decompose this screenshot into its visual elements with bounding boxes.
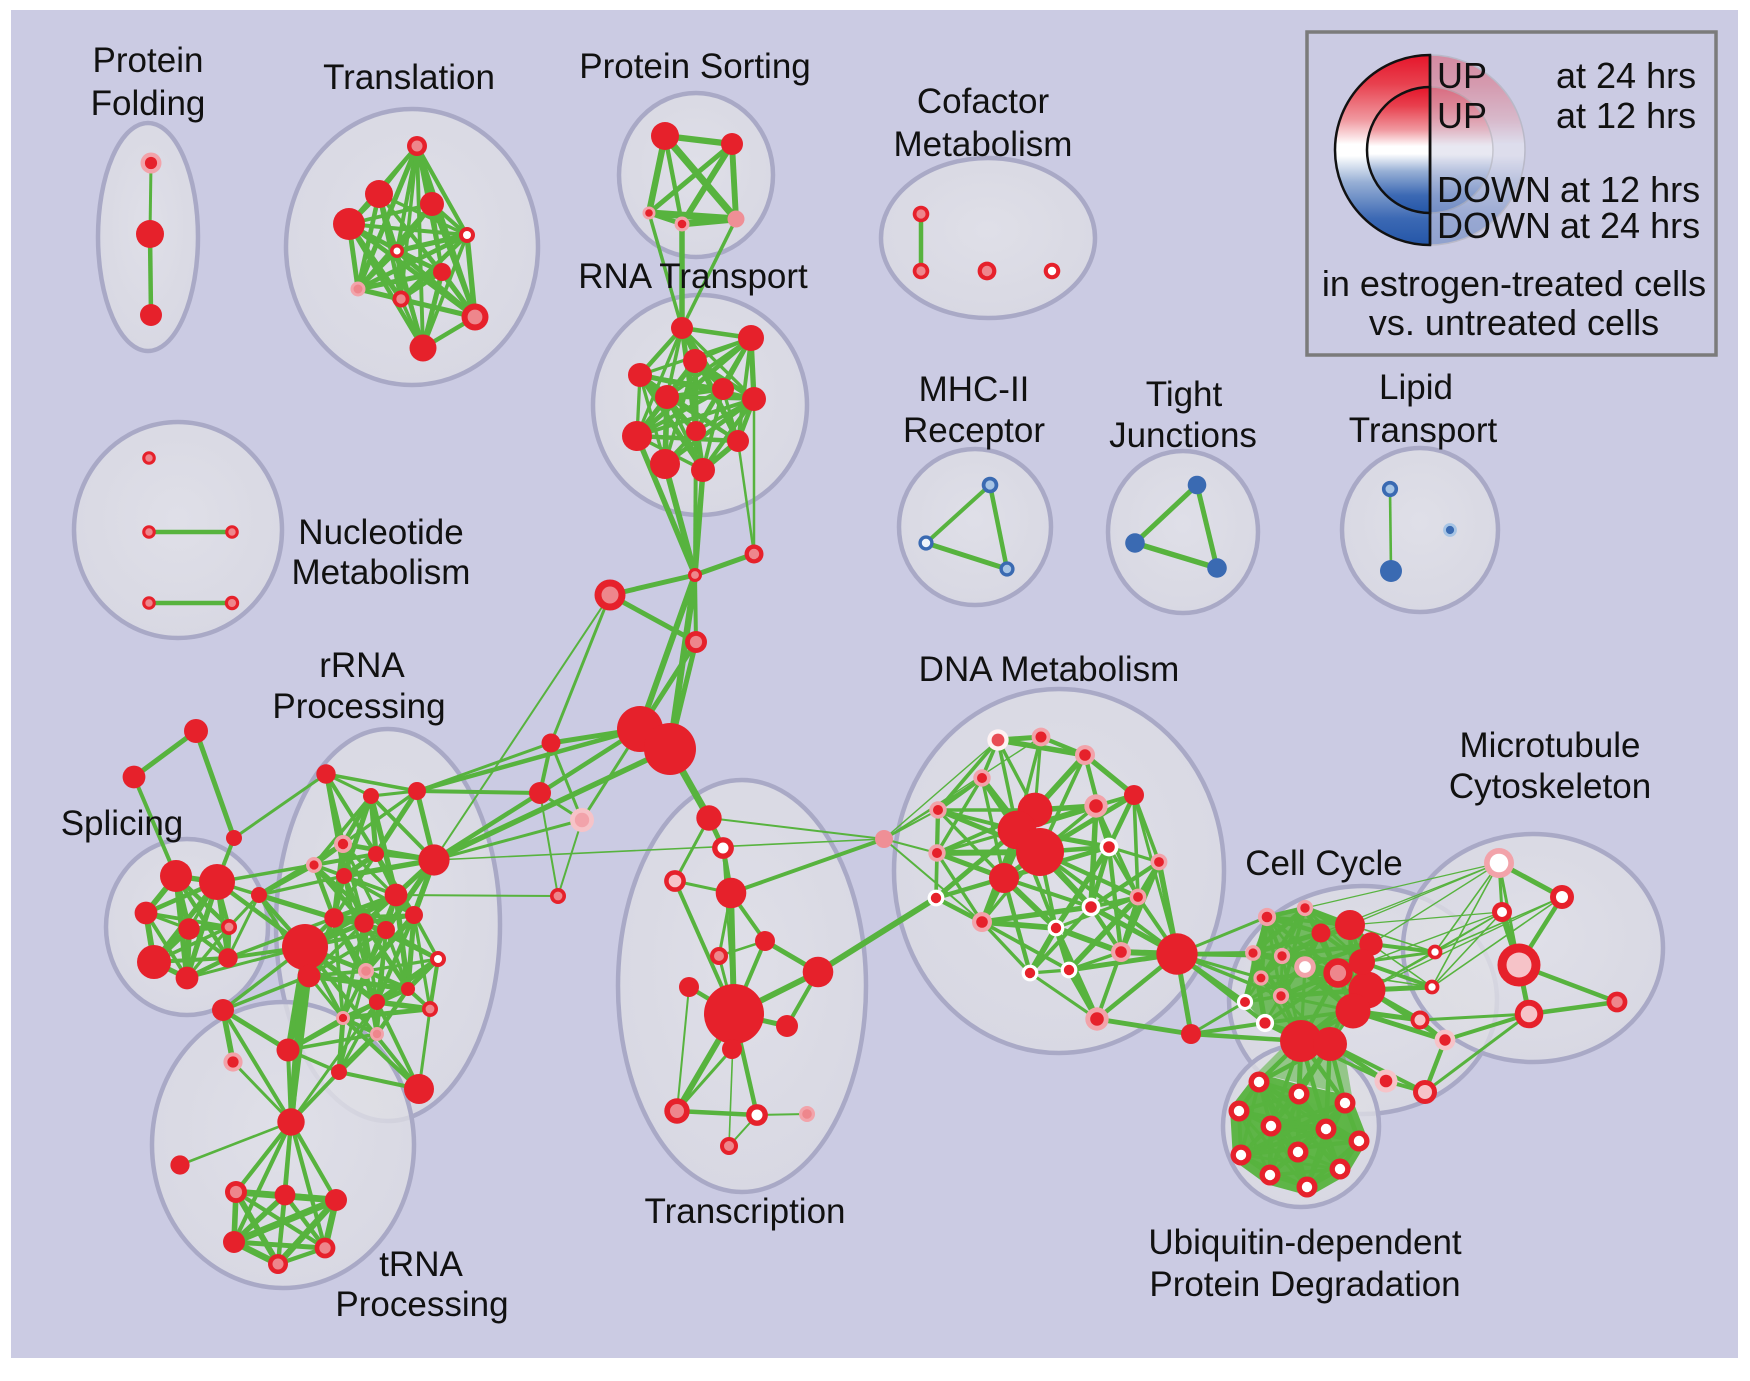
svg-text:Lipid: Lipid (1379, 368, 1453, 407)
svg-text:tRNA: tRNA (379, 1245, 463, 1284)
svg-text:vs. untreated cells: vs. untreated cells (1369, 302, 1659, 343)
svg-text:at 12 hrs: at 12 hrs (1560, 169, 1700, 210)
svg-text:Metabolism: Metabolism (292, 553, 471, 592)
svg-text:Folding: Folding (91, 84, 206, 123)
svg-text:in estrogen-treated cells: in estrogen-treated cells (1322, 263, 1706, 304)
svg-text:Processing: Processing (335, 1285, 508, 1324)
svg-text:Protein Degradation: Protein Degradation (1149, 1265, 1460, 1304)
svg-text:at 12 hrs: at 12 hrs (1556, 95, 1696, 136)
svg-text:rRNA: rRNA (319, 646, 405, 685)
svg-text:Cofactor: Cofactor (917, 82, 1050, 121)
svg-text:Splicing: Splicing (61, 804, 184, 843)
svg-text:Protein: Protein (93, 41, 204, 80)
svg-text:at 24 hrs: at 24 hrs (1560, 205, 1700, 246)
svg-text:Receptor: Receptor (903, 411, 1045, 450)
svg-text:Nucleotide: Nucleotide (298, 513, 463, 552)
svg-text:DOWN: DOWN (1437, 169, 1551, 210)
svg-text:Cytoskeleton: Cytoskeleton (1449, 767, 1651, 806)
svg-text:Transport: Transport (1349, 411, 1498, 450)
svg-text:Tight: Tight (1146, 375, 1223, 414)
svg-text:Transcription: Transcription (645, 1192, 846, 1231)
svg-text:RNA Transport: RNA Transport (578, 257, 808, 296)
svg-text:Metabolism: Metabolism (894, 125, 1073, 164)
svg-text:at 24 hrs: at 24 hrs (1556, 55, 1696, 96)
svg-text:UP: UP (1437, 95, 1487, 136)
svg-text:MHC-II: MHC-II (919, 370, 1030, 409)
svg-text:Cell Cycle: Cell Cycle (1245, 844, 1403, 883)
svg-text:Protein Sorting: Protein Sorting (579, 47, 811, 86)
svg-text:Translation: Translation (323, 58, 495, 97)
svg-text:UP: UP (1437, 55, 1487, 96)
svg-text:Ubiquitin-dependent: Ubiquitin-dependent (1148, 1223, 1462, 1262)
svg-text:DNA Metabolism: DNA Metabolism (919, 650, 1180, 689)
svg-text:Junctions: Junctions (1109, 416, 1257, 455)
svg-text:DOWN: DOWN (1437, 205, 1551, 246)
svg-text:Processing: Processing (272, 687, 445, 726)
svg-text:Microtubule: Microtubule (1460, 726, 1641, 765)
